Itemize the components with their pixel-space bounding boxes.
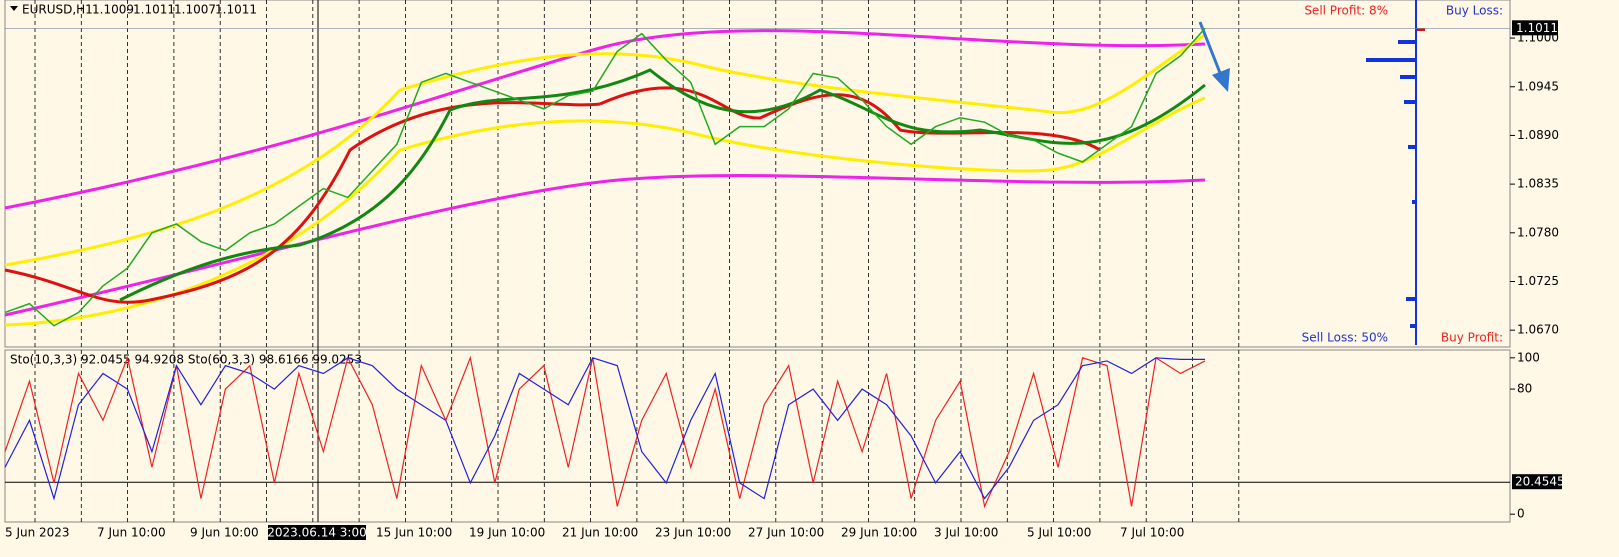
x-tick-label: 9 Jun 10:00 (190, 526, 259, 540)
inner-band (4, 33, 1206, 267)
x-tick-label: 21 Jun 10:00 (562, 526, 638, 540)
level-label-bg (1512, 474, 1562, 490)
buy-loss: Buy Loss: (1446, 4, 1503, 18)
y-tick-label: 1.0945 (1517, 79, 1559, 93)
ohlc: 1.1007 (174, 3, 216, 17)
y-tick-label: 1.0835 (1517, 177, 1559, 191)
y-tick-label: 1.0670 (1517, 323, 1559, 337)
crosshair-label-bg (268, 525, 366, 540)
y-tick-label: 0 (1517, 507, 1525, 521)
y-tick-label: 1.0890 (1517, 128, 1559, 142)
sell-loss: Sell Loss: 50% (1302, 331, 1388, 345)
x-tick-label: 23 Jun 10:00 (655, 526, 731, 540)
x-tick-label: 19 Jun 10:00 (469, 526, 545, 540)
arrow (1198, 21, 1224, 79)
price-line-series (4, 27, 1206, 327)
arrow-head (1212, 68, 1230, 92)
volume-profile (1366, 0, 1425, 345)
crosshair-time: 2023.06.14 3:00 (267, 526, 366, 540)
current-price: 1.1011 (1516, 21, 1558, 35)
moving-average (4, 101, 601, 304)
ohlc: 1.1011 (133, 3, 175, 17)
y-tick-label: 80 (1517, 382, 1532, 396)
y-tick-label: 1.0780 (1517, 225, 1559, 239)
osc-label: Sto(10,3,3) 92.0455 94.9208 Sto(60,3,3) … (10, 353, 362, 367)
y-tick-label: 100 (1517, 350, 1540, 364)
x-tick-label: 7 Jun 10:00 (97, 526, 166, 540)
price-label-bg (1512, 20, 1558, 36)
y-tick-label: 1.0725 (1517, 274, 1559, 288)
x-tick-label: 7 Jul 10:00 (1120, 526, 1184, 540)
x-tick-label: 3 Jul 10:00 (934, 526, 998, 540)
outer-band (4, 173, 1206, 317)
x-tick-label: 15 Jun 10:00 (376, 526, 452, 540)
stoch-line (4, 355, 1206, 509)
x-tick-label: 27 Jun 10:00 (748, 526, 824, 540)
buy-profit: Buy Profit: (1441, 331, 1503, 345)
x-tick-label: 5 Jul 10:00 (1027, 526, 1091, 540)
ohlc: 1.1011 (215, 3, 257, 17)
outer-band (4, 29, 1206, 210)
moving-average (119, 68, 1206, 302)
x-tick-label: 5 Jun 2023 (5, 526, 70, 540)
sell-profit: Sell Profit: 8% (1304, 4, 1388, 18)
x-tick-label: 29 Jun 10:00 (841, 526, 917, 540)
menu-icon (10, 6, 18, 11)
level-label: 20.4545 (1515, 475, 1565, 489)
stoch-line (4, 357, 1205, 501)
main-panel (4, 0, 1511, 348)
inner-band (4, 96, 1206, 327)
symbol: EURUSD,H1 (22, 3, 93, 17)
ohlc: 1.1009 (92, 3, 134, 17)
osc-panel (4, 349, 1511, 523)
